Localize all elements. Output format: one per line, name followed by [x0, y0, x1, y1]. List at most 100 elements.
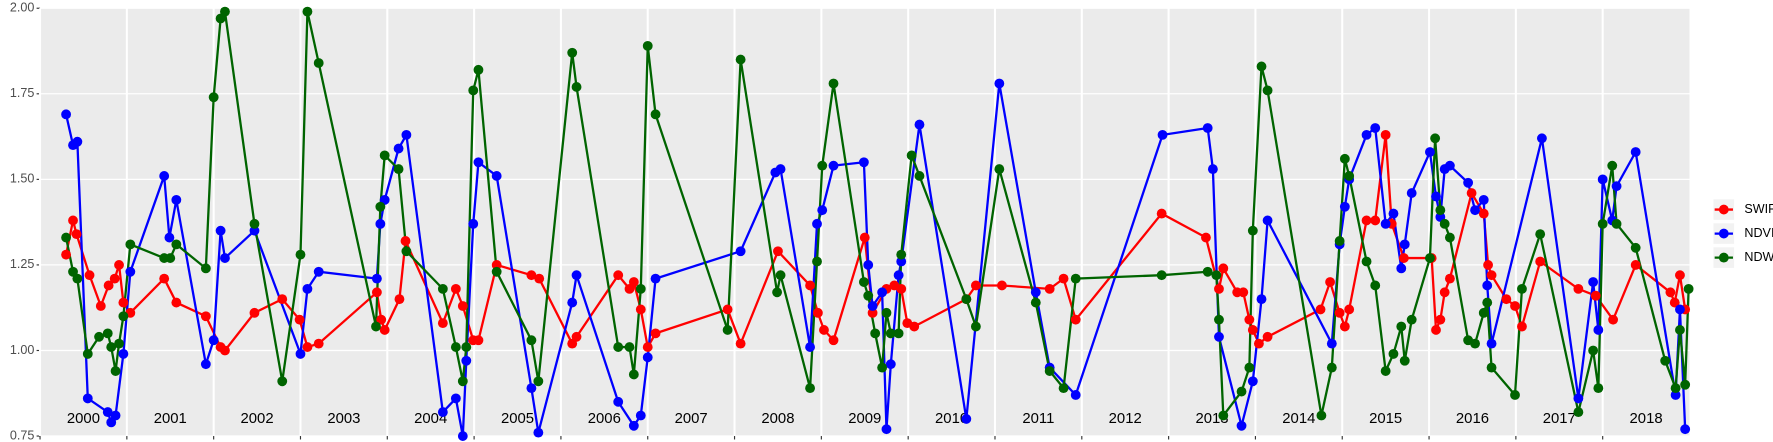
data-point [1406, 188, 1417, 198]
data-point [208, 335, 219, 346]
data-point [526, 383, 537, 394]
data-point [379, 150, 390, 161]
data-point [71, 229, 82, 240]
data-point [914, 171, 925, 181]
data-point [775, 270, 786, 281]
data-point [1156, 270, 1167, 281]
data-point [450, 393, 461, 404]
data-point [95, 301, 106, 311]
data-point [1444, 273, 1455, 284]
data-point [394, 294, 405, 305]
data-point [994, 78, 1005, 89]
data-point [526, 270, 537, 281]
y-tick-label: 1.50 [10, 172, 34, 186]
data-point [722, 304, 733, 315]
data-point [468, 85, 479, 96]
data-point [533, 427, 544, 438]
data-point [114, 338, 124, 349]
data-point [1670, 390, 1681, 400]
data-point [249, 218, 260, 229]
data-point [1238, 287, 1249, 298]
legend-label: NDWI [1744, 250, 1773, 264]
data-point [1482, 297, 1493, 308]
data-point [1431, 325, 1441, 335]
data-point [313, 58, 324, 68]
data-point [1510, 301, 1520, 311]
data-point [401, 129, 412, 140]
data-point [1156, 208, 1167, 219]
data-point [613, 270, 624, 281]
data-point [82, 348, 93, 359]
data-point [1202, 266, 1213, 277]
data-point [61, 109, 71, 120]
data-point [371, 273, 382, 284]
data-point [200, 359, 211, 370]
data-point [624, 342, 635, 352]
data-point [881, 424, 892, 435]
data-point [94, 331, 104, 342]
data-point [491, 266, 502, 277]
data-point [961, 294, 972, 305]
data-point [118, 311, 129, 322]
data-point [102, 328, 113, 339]
year-label: 2015 [1369, 411, 1402, 427]
data-point [82, 393, 93, 404]
data-point [473, 64, 484, 75]
data-point [1253, 338, 1264, 349]
data-point [302, 342, 313, 352]
legend-label: NDVI [1744, 226, 1773, 240]
year-label: 2007 [675, 411, 708, 427]
data-point [567, 297, 578, 308]
legend-point [1718, 204, 1729, 215]
data-point [1588, 277, 1599, 287]
data-point [461, 342, 472, 352]
data-point [371, 321, 381, 332]
year-label: 2012 [1109, 411, 1142, 427]
data-point [775, 164, 786, 175]
data-point [1044, 283, 1055, 294]
data-point [457, 301, 468, 311]
data-point [805, 342, 815, 352]
data-point [1236, 386, 1247, 397]
data-point [1211, 270, 1222, 281]
year-label: 2003 [327, 411, 360, 427]
data-point [118, 348, 129, 359]
data-point [893, 328, 904, 339]
data-point [1370, 123, 1381, 133]
data-point [735, 54, 746, 65]
data-point [613, 342, 624, 352]
data-point [1339, 201, 1350, 212]
data-point [393, 143, 404, 154]
data-point [877, 362, 888, 373]
year-label: 2002 [241, 411, 274, 427]
data-point [1478, 307, 1489, 318]
data-point [1316, 410, 1327, 421]
data-point [295, 348, 306, 359]
data-point [1058, 273, 1069, 284]
data-point [1030, 297, 1041, 308]
data-point [867, 307, 878, 318]
data-point [635, 304, 646, 315]
data-point [1675, 270, 1685, 281]
data-point [450, 342, 461, 352]
data-point [970, 280, 981, 291]
data-point [858, 157, 869, 168]
data-point [72, 136, 83, 147]
data-point [294, 314, 305, 325]
data-point [628, 277, 639, 287]
data-point [1396, 263, 1407, 274]
data-point [1630, 242, 1641, 253]
data-point [1431, 191, 1441, 202]
data-point [812, 218, 822, 229]
year-label: 2018 [1630, 411, 1663, 427]
data-point [1660, 355, 1671, 366]
data-point [84, 270, 95, 281]
data-point [1380, 366, 1391, 376]
data-point [1244, 314, 1255, 325]
data-point [159, 171, 170, 181]
data-point [817, 160, 828, 171]
data-point [534, 273, 545, 284]
data-point [1665, 287, 1676, 298]
data-point [1669, 297, 1680, 308]
